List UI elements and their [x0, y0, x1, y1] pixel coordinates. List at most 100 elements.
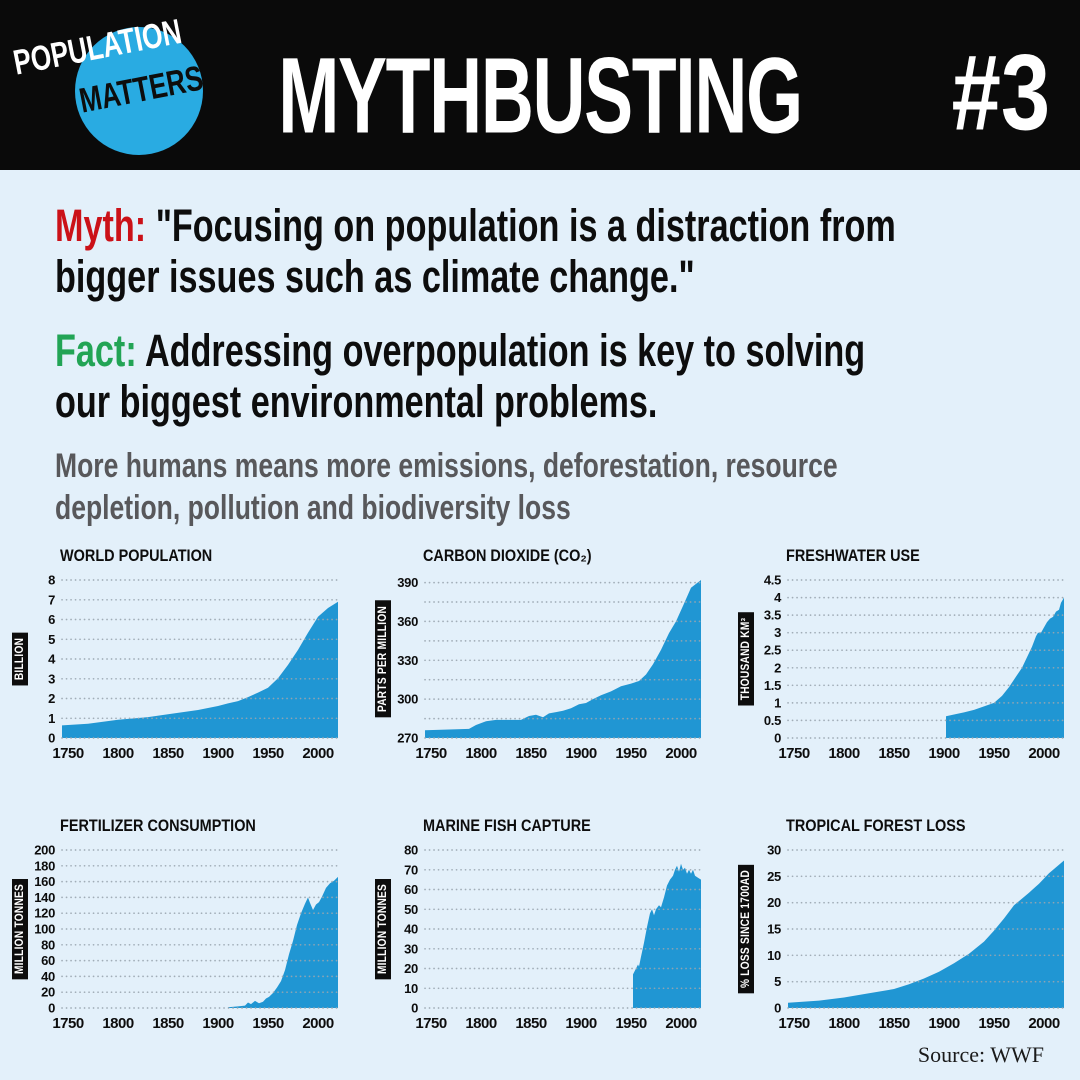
y-tick-label: 1	[774, 695, 781, 710]
header: POPULATION MATTERS MYTHBUSTING #3	[0, 0, 1080, 170]
y-tick-label: 20	[767, 895, 781, 910]
area-series	[425, 579, 701, 738]
y-tick-label: 140	[34, 889, 55, 904]
x-tick-label: 1850	[152, 745, 184, 762]
y-tick-label: 7	[48, 592, 55, 607]
x-tick-label: 2000	[665, 745, 697, 762]
chart-title: MARINE FISH CAPTURE	[423, 815, 591, 835]
subtitle: More humans means more emissions, defore…	[55, 445, 1080, 529]
x-tick-label: 1900	[928, 745, 960, 762]
chart-title: WORLD POPULATION	[60, 545, 213, 565]
x-tick-label: 1950	[978, 1015, 1010, 1032]
y-tick-label: 360	[397, 613, 418, 628]
chart-y-axis-label: PARTS PER MILLION	[375, 600, 391, 717]
chart-canvas: 270 300 330 360 390 1750 1800 1850 1900 1950 2000	[397, 575, 702, 762]
y-tick-label: 2	[48, 691, 55, 706]
x-tick-label: 1800	[828, 745, 860, 762]
y-tick-label: 0	[48, 730, 55, 745]
population-matters-logo: POPULATION MATTERS	[0, 0, 250, 170]
x-tick-label: 1800	[828, 1015, 860, 1032]
chart-title: TROPICAL FOREST LOSS	[786, 815, 966, 835]
area-series	[946, 597, 1064, 738]
x-tick-label: 1850	[878, 1015, 910, 1032]
y-tick-label: 30	[767, 842, 781, 857]
x-tick-label: 1750	[778, 745, 810, 762]
y-tick-label: 120	[34, 905, 55, 920]
y-tick-label: 0	[774, 1000, 781, 1015]
page-title: MYTHBUSTING	[278, 34, 803, 156]
chart-y-axis-label: % LOSS SINCE 1700AD	[738, 864, 754, 993]
subtitle-line2: depletion, pollution and biodiversity lo…	[55, 489, 571, 528]
chart-y-axis-label: THOUSAND KM³	[738, 611, 754, 706]
y-tick-label: 30	[404, 941, 418, 956]
x-tick-label: 1850	[515, 1015, 547, 1032]
y-tick-label: 4	[48, 651, 56, 666]
x-tick-label: 2000	[665, 1015, 697, 1032]
y-tick-label: 5	[48, 631, 55, 646]
x-tick-label: 1950	[252, 1015, 284, 1032]
y-tick-label: 25	[767, 868, 781, 883]
x-tick-label: 1750	[52, 745, 84, 762]
chart-y-axis-label: MILLION TONNES	[375, 878, 391, 979]
y-tick-label: 3	[48, 671, 55, 686]
y-tick-label: 2	[774, 660, 781, 675]
x-tick-label: 1800	[465, 745, 497, 762]
y-tick-label: 40	[41, 968, 55, 983]
myth-text-line1: "Focusing on population is a distraction…	[146, 200, 896, 251]
y-tick-label: 20	[404, 961, 418, 976]
x-tick-label: 2000	[302, 1015, 334, 1032]
area-series	[62, 601, 338, 738]
chart-y-axis-label: MILLION TONNES	[12, 878, 28, 979]
y-tick-label: 60	[404, 882, 418, 897]
y-tick-label: 1	[48, 710, 55, 725]
y-tick-label: 0	[774, 730, 781, 745]
area-series	[633, 863, 701, 1008]
y-tick-label: 4.5	[764, 572, 781, 587]
chart-title: FRESHWATER USE	[786, 545, 920, 565]
chart-marine-fish-capture: MARINE FISH CAPTURE MILLION TONNES 0 10 20…	[371, 816, 708, 1038]
x-tick-label: 1750	[52, 1015, 84, 1032]
y-tick-label: 4	[774, 590, 782, 605]
x-tick-label: 1950	[978, 745, 1010, 762]
y-tick-label: 3	[774, 625, 781, 640]
chart-canvas: 0 1 2 3 4 5 6 7 8 1750 1800 1850 1900 1950 2000	[48, 572, 339, 762]
x-tick-label: 2000	[1028, 1015, 1060, 1032]
y-tick-label: 0.5	[764, 712, 781, 727]
chart-canvas: 0 5 10 15 20 25 30 1750 1800 1850 1900 1950 2000	[767, 842, 1065, 1032]
chart-carbon-dioxide: CARBON DIOXIDE (CO₂) PARTS PER MILLION 2…	[371, 546, 708, 768]
y-tick-label: 3.5	[764, 607, 781, 622]
y-tick-label: 8	[48, 572, 55, 587]
chart-canvas: 0 0.5 1 1.5 2 2.5 3 3.5 4 4.5 1750 1800 1850 1900 1950…	[764, 572, 1065, 762]
x-tick-label: 1850	[515, 745, 547, 762]
y-tick-label: 330	[397, 652, 418, 667]
x-tick-label: 1950	[615, 745, 647, 762]
fact-statement: Fact: Addressing overpopulation is key t…	[55, 325, 1080, 428]
y-tick-label: 6	[48, 612, 55, 627]
issue-number: #3	[951, 31, 1050, 153]
x-tick-label: 1800	[465, 1015, 497, 1032]
x-tick-label: 2000	[302, 745, 334, 762]
fact-text-line1: Addressing overpopulation is key to solv…	[136, 324, 866, 376]
y-tick-label: 300	[397, 691, 418, 706]
y-tick-label: 10	[767, 947, 781, 962]
y-tick-label: 390	[397, 575, 418, 590]
chart-freshwater-use: FRESHWATER USE THOUSAND KM³ 0 0.5 1 1.5 2 2.5…	[734, 546, 1071, 768]
x-tick-label: 1950	[252, 745, 284, 762]
y-tick-label: 40	[404, 921, 418, 936]
y-tick-label: 2.5	[764, 642, 781, 657]
y-tick-label: 1.5	[764, 677, 781, 692]
chart-title: FERTILIZER CONSUMPTION	[60, 815, 256, 835]
y-tick-label: 270	[397, 730, 418, 745]
y-tick-label: 20	[41, 984, 55, 999]
fact-text-line2: our biggest environmental problems.	[55, 375, 658, 427]
y-tick-label: 100	[34, 921, 55, 936]
y-tick-label: 0	[48, 1000, 55, 1015]
y-tick-label: 10	[404, 980, 418, 995]
y-tick-label: 0	[411, 1000, 418, 1015]
x-tick-label: 1750	[778, 1015, 810, 1032]
chart-world-population: WORLD POPULATION BILLION 0 1 2 3 4 5 6 7 8 1750 18…	[8, 546, 345, 768]
x-tick-label: 1900	[565, 745, 597, 762]
x-tick-label: 1900	[202, 745, 234, 762]
x-tick-label: 1850	[152, 1015, 184, 1032]
